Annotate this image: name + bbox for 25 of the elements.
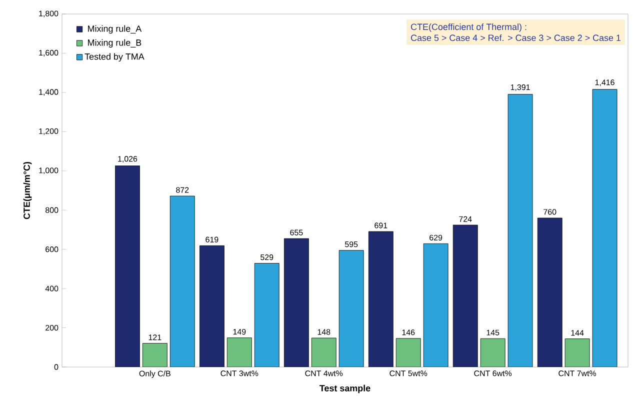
annotation: Case 5 > Case 4 > Ref. > Case 3 > Case 2 > Case 1 [411, 34, 621, 42]
bar [564, 338, 590, 367]
bar [396, 338, 421, 367]
x-axis-title: Test sample [320, 384, 370, 394]
bar [227, 338, 252, 367]
bar [368, 231, 394, 367]
bar [254, 263, 280, 367]
bar [592, 89, 618, 367]
bar [115, 166, 140, 367]
bar [453, 225, 478, 367]
bar [537, 218, 562, 367]
bar [508, 94, 533, 367]
bar [284, 238, 309, 367]
annotation: CTE(Coefficient of Thermal) : [411, 23, 526, 32]
bar [339, 250, 364, 367]
bar [142, 343, 168, 367]
legend-label: Mixing rule_A [88, 25, 142, 34]
legend-label: Mixing rule_B [88, 39, 142, 48]
y-axis-title: CTE(μm/m°C) [23, 162, 32, 220]
bar [200, 246, 224, 367]
bar [170, 196, 195, 367]
bar [424, 244, 448, 367]
legend-label: Tested by TMA [84, 53, 144, 62]
bar [312, 338, 336, 367]
bar [480, 338, 506, 367]
